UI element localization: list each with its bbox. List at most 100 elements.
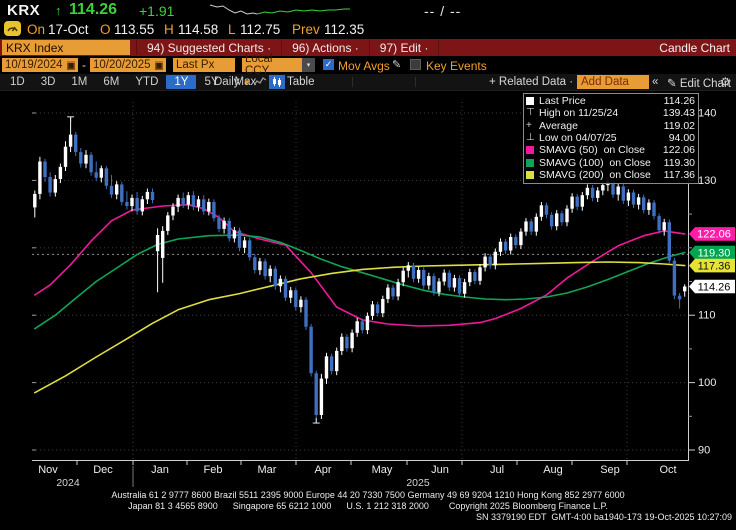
session-date: 17-Oct — [48, 22, 89, 37]
pencil-icon: ✎ — [667, 78, 677, 90]
calendar-icon[interactable] — [154, 60, 163, 70]
smavg50-swatch — [526, 146, 534, 155]
period-1m[interactable]: 1M — [71, 76, 88, 88]
gear-icon[interactable]: ⚙ — [720, 75, 731, 89]
svg-text:Sep: Sep — [600, 464, 620, 476]
candle-chart-area: 140 130 110 100 90 Nov Dec Jan Feb Mar Apr May Jun Ju… — [0, 90, 736, 490]
high-marker — [67, 116, 75, 122]
svg-text:Oct: Oct — [659, 464, 676, 476]
key-events-label[interactable]: Key Events — [426, 59, 487, 73]
svg-text:110: 110 — [698, 310, 716, 322]
date-from-input[interactable]: 10/19/2024 — [2, 58, 78, 72]
chart-type-title: Candle Chart — [659, 40, 730, 55]
low-value: 112.75 — [240, 22, 281, 37]
svg-text:119.30: 119.30 — [698, 247, 731, 259]
svg-text:2024: 2024 — [56, 477, 80, 489]
open-value: 113.55 — [114, 22, 155, 37]
menu-item-95[interactable]: 96) Actions · — [282, 40, 370, 55]
svg-text:Mar: Mar — [258, 464, 277, 476]
period-5y[interactable]: 5Y — [204, 76, 219, 88]
line-chart-icon-button[interactable] — [252, 75, 268, 89]
period-max[interactable]: Max — [234, 76, 257, 88]
svg-text:Dec: Dec — [93, 464, 113, 476]
currency-dropdown-button[interactable]: ▾ — [302, 58, 315, 72]
prev-value: 112.35 — [324, 22, 365, 37]
svg-text:100: 100 — [698, 377, 716, 389]
last-price-swatch — [526, 97, 534, 106]
mov-avgs-label[interactable]: Mov Avgs — [338, 59, 390, 73]
currency-select[interactable]: Local CCY — [242, 53, 302, 77]
related-data-button[interactable]: + Related Data · — [489, 76, 574, 88]
candle-chart[interactable]: 140 130 110 100 90 Nov Dec Jan Feb Mar Apr May Jun Ju… — [0, 90, 736, 495]
svg-text:Jan: Jan — [151, 464, 169, 476]
last-price: 114.26 — [69, 1, 118, 18]
high-marker-icon: ⊤ — [526, 107, 535, 119]
calendar-icon[interactable] — [66, 60, 75, 70]
date-to-input[interactable]: 10/20/2025 — [90, 58, 166, 72]
candle-chart-svg: 140 130 110 100 90 Nov Dec Jan Feb Mar Apr May Jun Ju… — [32, 98, 735, 489]
chart-legend: Last Price 114.26 ⊤ High on 11/25/24 139.4… — [523, 93, 699, 185]
footer-session-info: SN 3379190 EDT GMT-4:00 ba1940-173 19-Oc… — [476, 512, 732, 522]
footer-phone-line1: Australia 61 2 9777 8600 Brazil 5511 239… — [111, 490, 625, 500]
svg-text:130: 130 — [698, 175, 716, 187]
svg-text:May: May — [372, 464, 393, 476]
svg-text:Jun: Jun — [431, 464, 449, 476]
svg-text:140: 140 — [698, 108, 716, 120]
legend-row-smavg100: SMAVG (100) on Close 119.30 — [526, 156, 695, 169]
period-6m[interactable]: 6M — [103, 76, 120, 88]
date-range-separator: - — [82, 58, 86, 72]
price-badge: 117.36 — [689, 258, 735, 273]
smavg200-swatch — [526, 170, 534, 179]
period-ytd[interactable]: YTD — [135, 76, 159, 88]
legend-row-low: ⊥ Low on 04/07/25 94.00 — [526, 132, 695, 145]
price-badge: 114.26 — [689, 279, 735, 294]
add-data-input[interactable]: Add Data — [577, 75, 649, 89]
svg-text:Jul: Jul — [490, 464, 504, 476]
period-toolbar: 1D 3D 1M 6M YTD 1Y 5Y Max Daily ▼ Table + Relat… — [0, 74, 736, 91]
chevron-down-icon: ▼ — [242, 78, 251, 87]
footer-phone-line2: Japan 81 3 4565 8900 Singapore 65 6212 1… — [128, 501, 608, 511]
price-badge: 122.06 — [689, 227, 735, 241]
table-button[interactable]: Table — [287, 76, 315, 88]
bid-ask-placeholder: -- / -- — [424, 3, 462, 19]
on-label: On — [27, 22, 46, 37]
high-value: 114.58 — [178, 22, 219, 37]
legend-row-last-price: Last Price 114.26 — [526, 95, 695, 107]
legend-row-smavg200: SMAVG (200) on Close 117.36 — [526, 169, 695, 181]
ohlc-header: On 17-Oct O 113.55 H 114.58 L 112.75 Pre… — [0, 20, 736, 38]
up-arrow-icon: ↑ — [55, 3, 62, 18]
candle-chart-icon-button[interactable] — [269, 75, 285, 89]
legend-row-average: + Average 119.02 — [526, 119, 695, 132]
chart-controls: 10/19/2024 - 10/20/2025 Last Px Local CC… — [0, 53, 736, 77]
legend-row-high: ⊤ High on 11/25/24 139.43 — [526, 107, 695, 120]
menu-item-96[interactable]: 97) Edit · — [370, 40, 440, 55]
menu-item-94[interactable]: 94) Suggested Charts · — [136, 40, 283, 55]
high-label: H — [164, 22, 174, 37]
svg-text:2025: 2025 — [406, 477, 430, 489]
edit-chart-button[interactable]: ✎ Edit Chart — [667, 78, 731, 90]
edit-mov-avgs-pencil-icon[interactable]: ✎ — [392, 59, 402, 71]
low-marker — [312, 418, 320, 424]
prev-label: Prev — [292, 22, 320, 37]
svg-text:Feb: Feb — [204, 464, 223, 476]
toolbar-separator — [352, 77, 353, 87]
period-1d[interactable]: 1D — [10, 76, 25, 88]
svg-text:122.06: 122.06 — [697, 229, 731, 241]
menu-bar: KRX Index 94) Suggested Charts · 96) Acti… — [0, 39, 736, 56]
price-badge: 119.30 — [689, 245, 735, 260]
price-change: +1.91 — [139, 3, 175, 19]
frequency-select[interactable]: Daily ▼ — [214, 76, 251, 88]
svg-text:Apr: Apr — [314, 464, 331, 476]
quote-header: KRX ↑ 114.26 +1.91 -- / -- — [0, 0, 736, 20]
low-label: L — [228, 22, 236, 37]
period-1y[interactable]: 1Y — [166, 75, 197, 89]
mov-avgs-checkbox[interactable]: ✓ — [323, 59, 334, 70]
key-events-checkbox[interactable] — [410, 59, 421, 70]
price-type-select[interactable]: Last Px — [173, 58, 235, 72]
svg-text:Nov: Nov — [38, 464, 58, 476]
security-input[interactable]: KRX Index — [2, 40, 130, 55]
intraday-sparkline — [209, 1, 352, 24]
period-3d[interactable]: 3D — [40, 76, 56, 88]
collapse-button[interactable]: « — [652, 76, 659, 88]
